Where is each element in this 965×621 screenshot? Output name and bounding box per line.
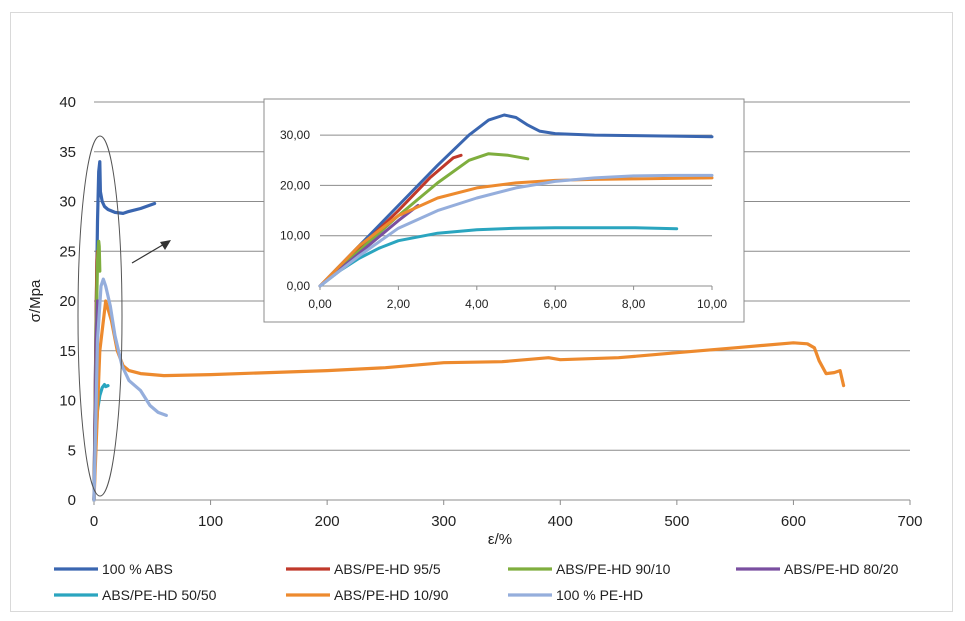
x-tick-label: 0 [90, 513, 98, 530]
inset-x-tick-label: 0,00 [308, 297, 332, 311]
inset-y-tick-label: 10,00 [280, 229, 310, 243]
x-axis-label: ε/% [488, 531, 512, 548]
y-tick-label: 25 [59, 243, 76, 260]
chart-frame [10, 12, 953, 612]
zoom-arrow-shaft [131, 242, 167, 264]
y-tick-label: 35 [59, 144, 76, 161]
y-tick-label: 30 [59, 194, 76, 211]
inset-y-tick-label: 30,00 [280, 128, 310, 142]
zoom-arrow-head [160, 240, 171, 250]
legend-label: ABS/PE-HD 10/90 [334, 587, 449, 603]
inset-box [263, 98, 745, 323]
series-line [92, 160, 157, 502]
legend-label: ABS/PE-HD 80/20 [784, 561, 899, 577]
inset-series-line [318, 113, 714, 288]
inset-series-line [318, 152, 530, 288]
y-axis-label: σ/Mpa [27, 279, 44, 322]
inset-x-tick-label: 8,00 [622, 297, 646, 311]
y-tick-label: 5 [68, 442, 76, 459]
inset-series-line [318, 173, 714, 288]
inset-y-tick-label: 20,00 [280, 178, 310, 192]
x-tick-label: 300 [431, 513, 456, 530]
x-tick-label: 600 [781, 513, 806, 530]
inset-series-line [318, 176, 714, 288]
inset-x-tick-label: 4,00 [465, 297, 489, 311]
y-tick-label: 20 [59, 293, 76, 310]
legend-label: ABS/PE-HD 95/5 [334, 561, 441, 577]
inset-series-line [318, 226, 679, 288]
y-tick-label: 10 [59, 393, 76, 410]
legend-label: ABS/PE-HD 90/10 [556, 561, 671, 577]
x-tick-label: 400 [548, 513, 573, 530]
x-tick-label: 500 [664, 513, 689, 530]
highlight-ellipse [77, 135, 123, 497]
y-tick-label: 0 [68, 492, 76, 509]
legend-label: ABS/PE-HD 50/50 [102, 587, 217, 603]
inset-y-tick-label: 0,00 [287, 279, 311, 293]
x-tick-label: 100 [198, 513, 223, 530]
inset-x-tick-label: 6,00 [544, 297, 568, 311]
x-tick-label: 700 [897, 513, 922, 530]
legend-label: 100 % PE-HD [556, 587, 643, 603]
y-tick-label: 40 [59, 94, 76, 111]
inset-x-tick-label: 10,00 [697, 297, 727, 311]
series-line [92, 277, 168, 502]
y-tick-label: 15 [59, 343, 76, 360]
legend-label: 100 % ABS [102, 561, 173, 577]
inset-x-tick-label: 2,00 [387, 297, 411, 311]
x-tick-label: 200 [315, 513, 340, 530]
